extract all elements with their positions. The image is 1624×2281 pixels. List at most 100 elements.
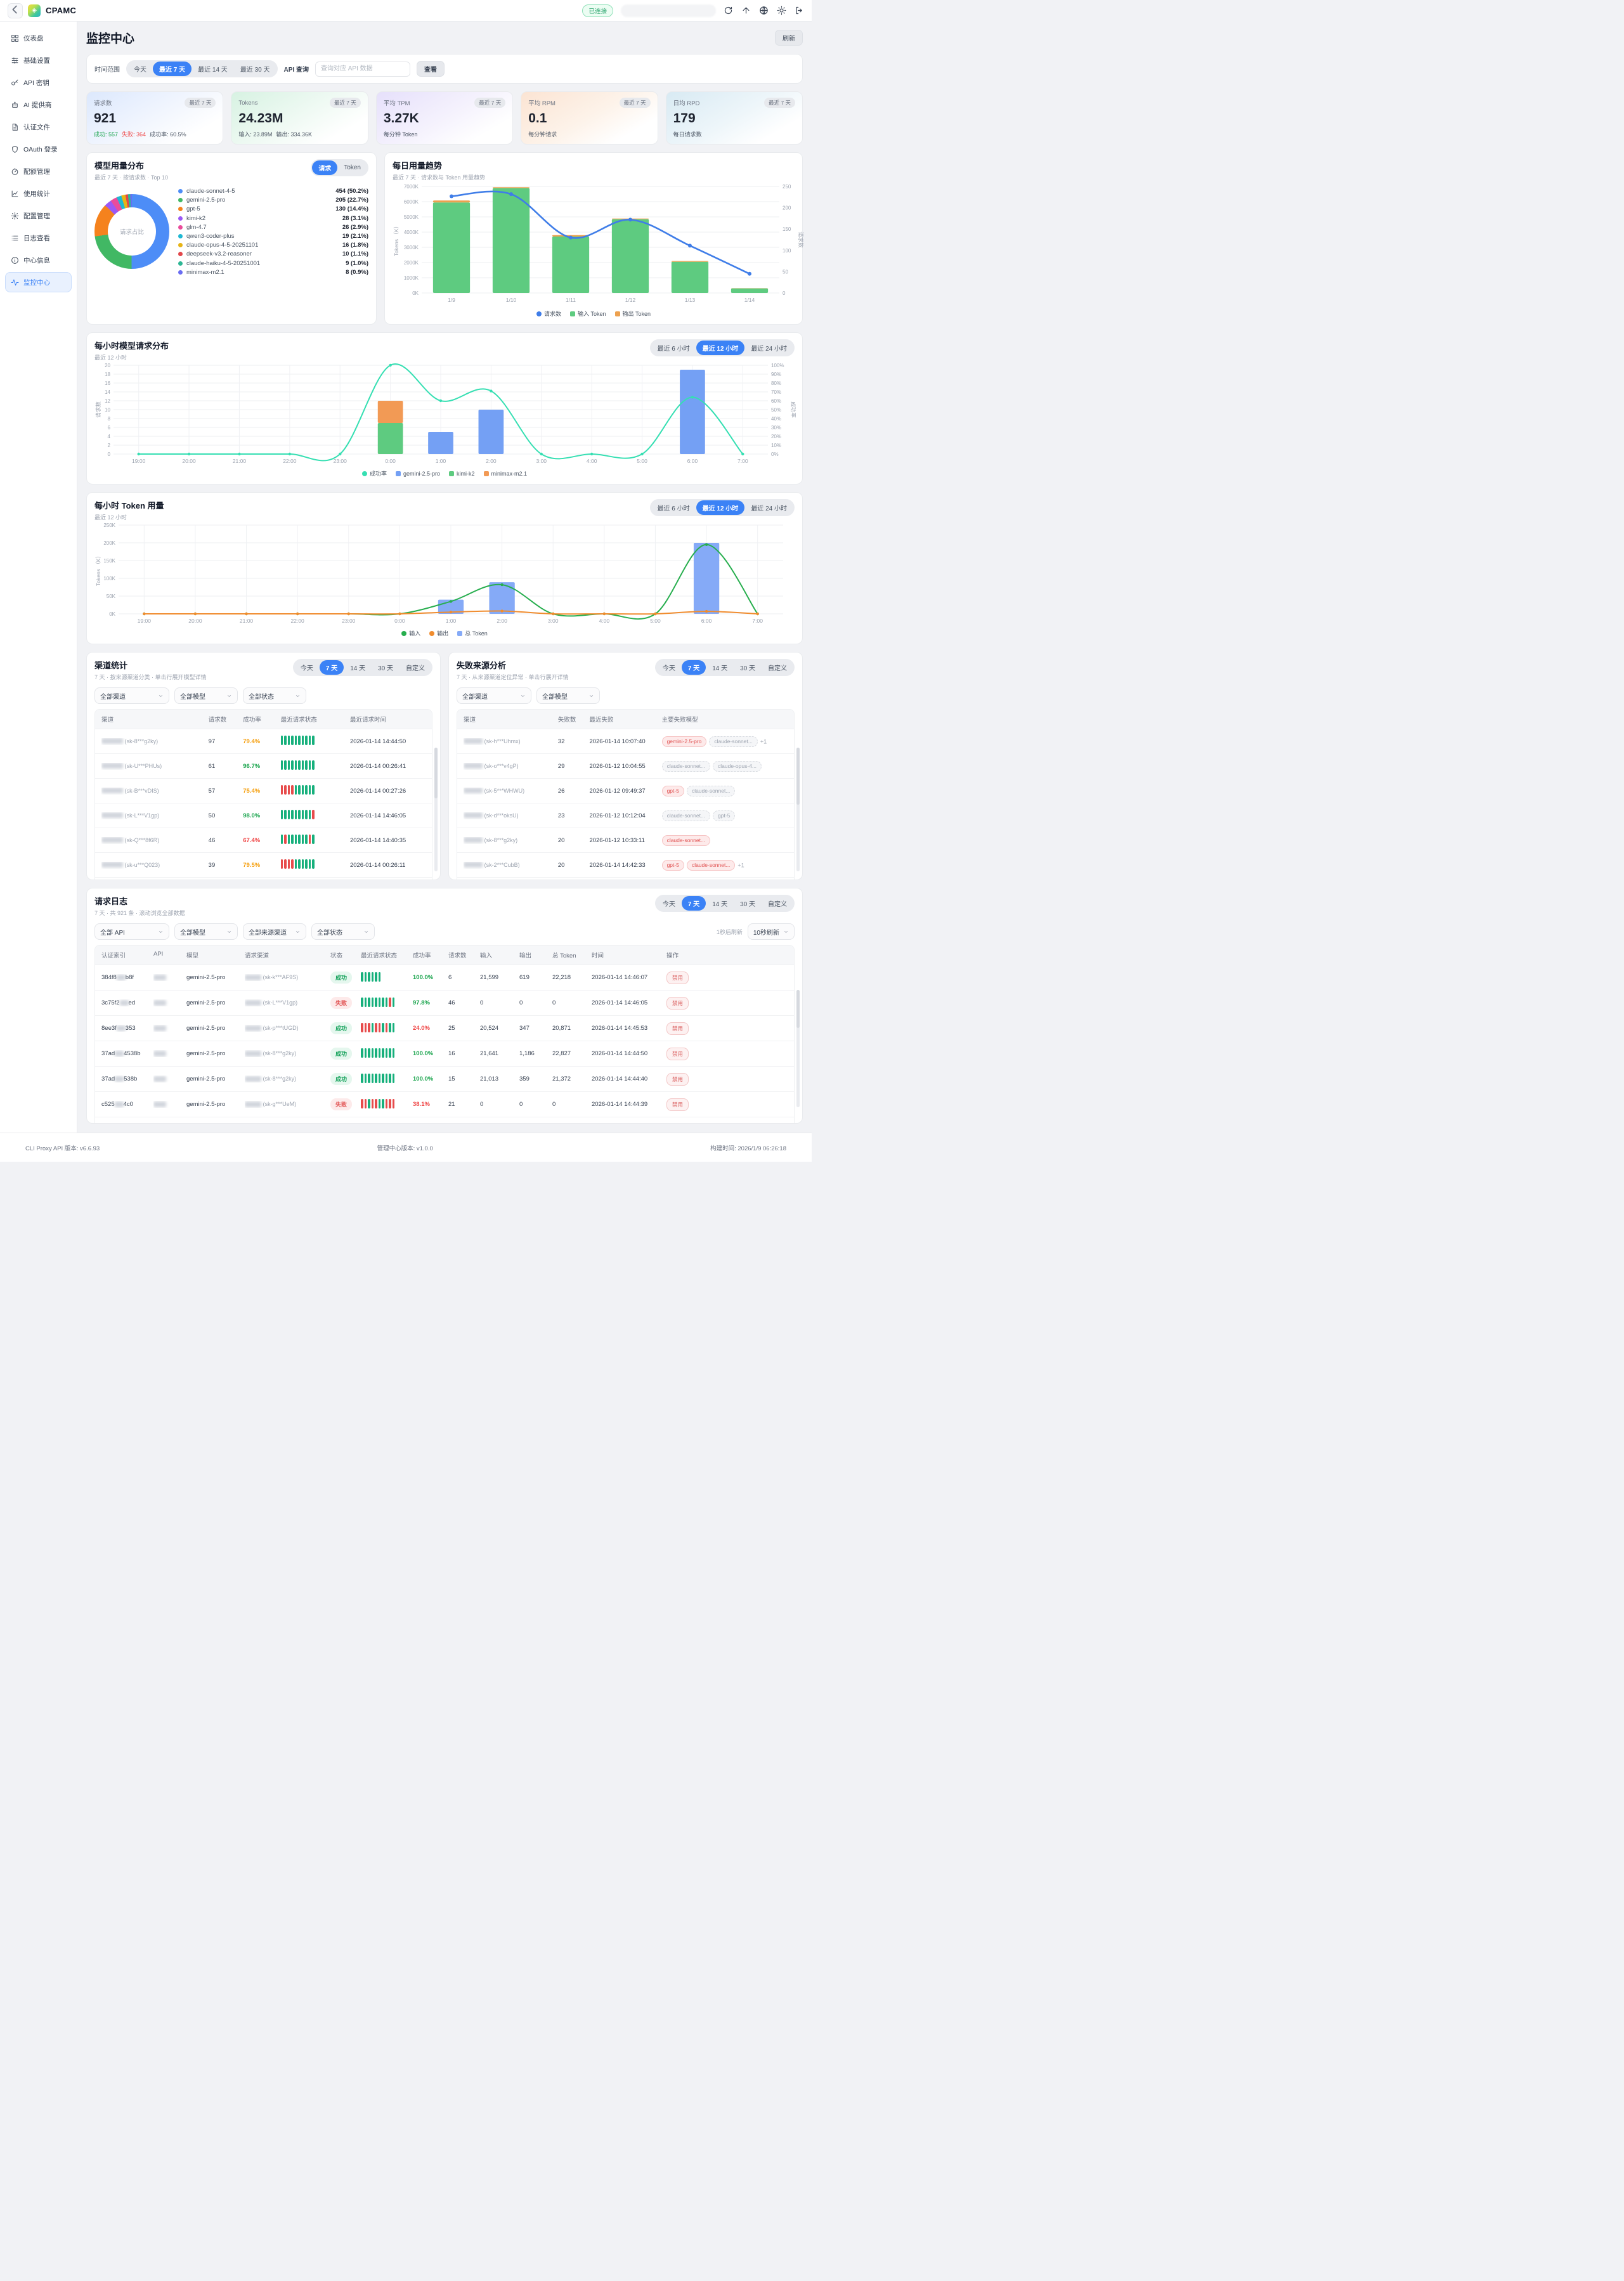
- sidebar-item-basic-settings[interactable]: 基础设置: [5, 50, 72, 70]
- channel-stats-row[interactable]: (sk-Q***8f6R) 46 67.4% 2026-01-14 14:40:35: [95, 828, 432, 852]
- chart-legend-item[interactable]: 总 Token: [457, 629, 488, 637]
- chart-legend-item[interactable]: gemini-2.5-pro: [395, 469, 440, 478]
- request-log-row[interactable]: 384f8 b8f gemini-2.5-pro (sk-k***AF9S) 成功 10…: [95, 965, 794, 990]
- time-range-option[interactable]: 最近 14 天: [192, 62, 234, 76]
- time-range-option[interactable]: 今天: [127, 62, 153, 76]
- sidebar-item-quota[interactable]: 配额管理: [5, 161, 72, 181]
- channel-stats-range-option[interactable]: 7 天: [319, 660, 344, 675]
- channel-stats-row[interactable]: (sk-d***oksU)3839.5%2026-01-14 14:42:20: [95, 877, 432, 880]
- globe-icon[interactable]: [759, 6, 769, 15]
- log-select-2[interactable]: 全部来源渠道: [243, 923, 306, 940]
- refresh-button[interactable]: 刷新: [775, 30, 803, 46]
- hourly-requests-range-option[interactable]: 最近 24 小时: [744, 341, 793, 355]
- sidebar-item-ai-providers[interactable]: AI 提供商: [5, 94, 72, 115]
- failure-table-scrollbar[interactable]: [796, 748, 800, 871]
- failure-analysis-row[interactable]: (sk-2***CubB) 20 2026-01-14 14:42:33 gpt-5 c…: [457, 852, 794, 877]
- chart-legend-item[interactable]: 输入 Token: [569, 309, 606, 318]
- upload-icon[interactable]: [741, 6, 751, 15]
- request-log-row[interactable]: 20d9dfdbgemini-2.5-pro (sk-M***1RdQ)失败40…: [95, 1117, 794, 1123]
- failure-analysis-row[interactable]: (sk-d***oksU) 23 2026-01-12 10:12:04 claude…: [457, 803, 794, 828]
- ban-button[interactable]: 禁用: [666, 1047, 689, 1060]
- sidebar-item-config[interactable]: 配置管理: [5, 205, 72, 226]
- model-legend-item[interactable]: claude-opus-4-5-20251101 16 (1.8%): [178, 242, 368, 249]
- failure-analysis-row[interactable]: (sk-5***WHWU) 26 2026-01-12 09:49:37 gpt-5 c…: [457, 778, 794, 803]
- chart-legend-item[interactable]: 输出: [429, 629, 448, 637]
- ban-button[interactable]: 禁用: [666, 1072, 689, 1086]
- channel-table-scrollbar[interactable]: [434, 748, 438, 871]
- channel-stats-row[interactable]: (sk-B***vDIS) 57 75.4% 2026-01-14 00:27:26: [95, 778, 432, 803]
- hourly-requests-range-option[interactable]: 最近 12 小时: [696, 341, 745, 355]
- sidebar-item-monitor[interactable]: 监控中心: [5, 272, 72, 292]
- model-legend-item[interactable]: deepseek-v3.2-reasoner 10 (1.1%): [178, 250, 368, 257]
- failure-analysis-row[interactable]: (sk-o***v4gP) 29 2026-01-12 10:04:55 claude…: [457, 753, 794, 778]
- theme-toggle-icon[interactable]: [777, 6, 786, 15]
- failure-analysis-range-option[interactable]: 自定义: [762, 660, 793, 675]
- failure-analysis-row[interactable]: (sk-h***Uhmx) 32 2026-01-14 10:07:40 gemini…: [457, 729, 794, 753]
- hourly-tokens-range-option[interactable]: 最近 12 小时: [696, 500, 745, 515]
- request-log-row[interactable]: 37ad 538b gemini-2.5-pro (sk-8***g2ky) 成功 10…: [95, 1066, 794, 1091]
- hourly-requests-range-option[interactable]: 最近 6 小时: [651, 341, 696, 355]
- api-query-input[interactable]: [315, 61, 410, 77]
- chart-legend-item[interactable]: kimi-k2: [449, 469, 475, 478]
- channel-stats-range-option[interactable]: 30 天: [372, 660, 400, 675]
- channel-stats-range-option[interactable]: 自定义: [400, 660, 431, 675]
- model-legend-item[interactable]: qwen3-coder-plus 19 (2.1%): [178, 233, 368, 240]
- sidebar-item-api-keys[interactable]: API 密钥: [5, 72, 72, 93]
- api-query-view-button[interactable]: 查看: [416, 61, 445, 77]
- channel-select-2[interactable]: 全部状态: [243, 687, 306, 704]
- logout-icon[interactable]: [795, 6, 804, 15]
- chart-legend-item[interactable]: 请求数: [536, 309, 561, 318]
- request-log-row[interactable]: c525 4c0 gemini-2.5-pro (sk-g***UeM) 失败 38.1…: [95, 1091, 794, 1117]
- model-legend-item[interactable]: minimax-m2.1 8 (0.9%): [178, 269, 368, 276]
- refresh-icon[interactable]: [724, 6, 733, 15]
- sidebar-item-center-info[interactable]: 中心信息: [5, 250, 72, 270]
- request-log-row[interactable]: 37ad 4538b gemini-2.5-pro (sk-8***g2ky) 成功 1…: [95, 1041, 794, 1066]
- channel-stats-row[interactable]: (sk-8***g2ky) 97 79.4% 2026-01-14 14:44:50: [95, 729, 432, 753]
- channel-stats-range-option[interactable]: 14 天: [344, 660, 372, 675]
- channel-stats-range-option[interactable]: 今天: [294, 660, 320, 675]
- ban-button[interactable]: 禁用: [666, 1098, 689, 1111]
- model-legend-item[interactable]: glm-4.7 26 (2.9%): [178, 224, 368, 231]
- log-select-1[interactable]: 全部模型: [174, 923, 238, 940]
- channel-select-1[interactable]: 全部模型: [174, 687, 238, 704]
- chart-legend-item[interactable]: 输入: [401, 629, 420, 637]
- model-usage-mode-option[interactable]: 请求: [312, 160, 338, 175]
- sidebar-item-oauth-login[interactable]: OAuth 登录: [5, 139, 72, 159]
- sidebar-item-dashboard[interactable]: 仪表盘: [5, 28, 72, 48]
- request-log-row[interactable]: 8ee3f 353 gemini-2.5-pro (sk-p***tUGD) 成功 24…: [95, 1015, 794, 1041]
- time-range-option[interactable]: 最近 30 天: [234, 62, 276, 76]
- ban-button[interactable]: 禁用: [666, 996, 689, 1010]
- channel-stats-row[interactable]: (sk-L***V1gp) 50 98.0% 2026-01-14 14:46:05: [95, 803, 432, 828]
- model-legend-item[interactable]: claude-haiku-4-5-20251001 9 (1.0%): [178, 260, 368, 267]
- failure-select-1[interactable]: 全部模型: [536, 687, 600, 704]
- sidebar-item-log-view[interactable]: 日志查看: [5, 228, 72, 248]
- refresh-interval-select[interactable]: 10秒刷新: [747, 923, 795, 940]
- request-log-range-option[interactable]: 今天: [656, 896, 682, 911]
- hourly-tokens-range-option[interactable]: 最近 6 小时: [651, 500, 696, 515]
- log-select-0[interactable]: 全部 API: [94, 923, 169, 940]
- failure-analysis-row[interactable]: (sk-2***gngs)192026-01-14 00:26:32claude…: [457, 877, 794, 880]
- chart-legend-item[interactable]: minimax-m2.1: [483, 469, 527, 478]
- model-legend-item[interactable]: gpt-5 130 (14.4%): [178, 205, 368, 212]
- failure-analysis-range-option[interactable]: 7 天: [681, 660, 706, 675]
- request-log-range-option[interactable]: 30 天: [734, 896, 762, 911]
- request-log-range-option[interactable]: 14 天: [706, 896, 734, 911]
- request-log-row[interactable]: 3c75f2 ed gemini-2.5-pro (sk-L***V1gp) 失败 97…: [95, 990, 794, 1015]
- failure-select-0[interactable]: 全部渠道: [457, 687, 531, 704]
- ban-button[interactable]: 禁用: [666, 971, 689, 984]
- model-legend-item[interactable]: claude-sonnet-4-5 454 (50.2%): [178, 188, 368, 195]
- channel-stats-row[interactable]: (sk-u***Q023) 39 79.5% 2026-01-14 00:26:11: [95, 852, 432, 877]
- sidebar-item-usage-stats[interactable]: 使用统计: [5, 183, 72, 204]
- request-log-range-option[interactable]: 7 天: [681, 896, 706, 911]
- log-table-scrollbar[interactable]: [796, 990, 800, 1107]
- failure-analysis-row[interactable]: (sk-8***g2ky) 20 2026-01-12 10:33:11 claude…: [457, 828, 794, 852]
- model-legend-item[interactable]: kimi-k2 28 (3.1%): [178, 215, 368, 222]
- channel-select-0[interactable]: 全部渠道: [94, 687, 169, 704]
- sidebar-collapse-button[interactable]: [8, 3, 23, 18]
- time-range-option[interactable]: 最近 7 天: [153, 62, 192, 76]
- failure-analysis-range-option[interactable]: 今天: [656, 660, 682, 675]
- ban-button[interactable]: 禁用: [666, 1022, 689, 1035]
- chart-legend-item[interactable]: 成功率: [361, 469, 387, 478]
- sidebar-item-auth-files[interactable]: 认证文件: [5, 117, 72, 137]
- failure-analysis-range-option[interactable]: 14 天: [706, 660, 734, 675]
